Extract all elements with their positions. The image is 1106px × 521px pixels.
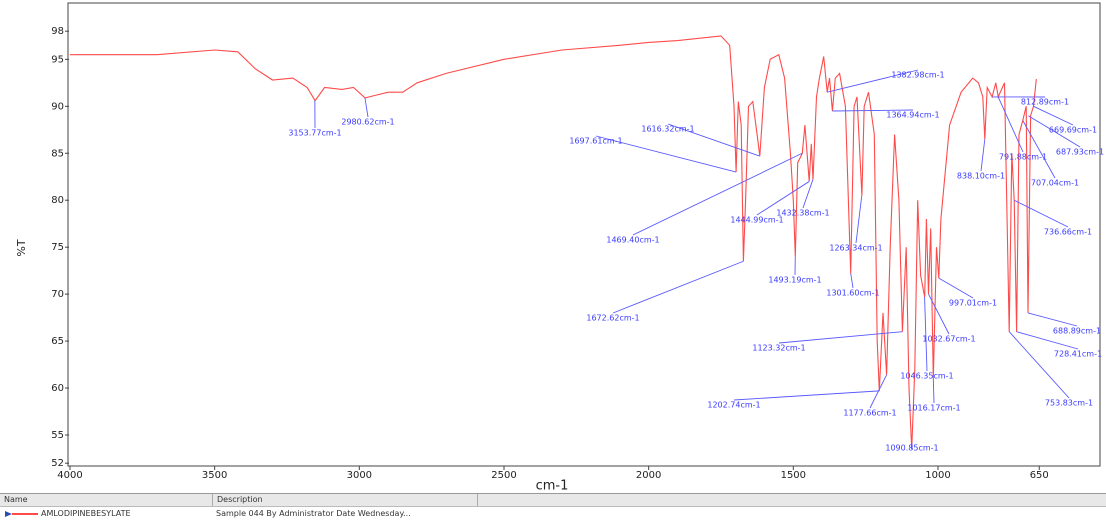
annotation-leader bbox=[980, 139, 986, 172]
y-tick-label: 90 bbox=[51, 101, 64, 112]
y-tick-label: 85 bbox=[51, 148, 64, 159]
annotation-label: 1123.32cm-1 bbox=[752, 344, 805, 353]
x-tick-label: 3500 bbox=[202, 470, 227, 481]
header-cell: Description bbox=[213, 494, 478, 506]
annotation-leader bbox=[733, 390, 880, 401]
x-axis-label: cm-1 bbox=[536, 479, 569, 494]
annotation-leader bbox=[778, 331, 903, 344]
x-tick-label: 1500 bbox=[781, 470, 806, 481]
annotation-leader bbox=[667, 123, 760, 157]
y-tick-label: 75 bbox=[51, 242, 64, 253]
x-tick-label: 4000 bbox=[57, 470, 82, 481]
annotation-label: 1263.34cm-1 bbox=[829, 244, 882, 253]
annotation-leader bbox=[855, 195, 863, 244]
x-tick-label: 2000 bbox=[636, 470, 661, 481]
annotation-leader bbox=[1022, 120, 1056, 179]
annotation-leader bbox=[850, 273, 854, 289]
annotation-label: 1616.32cm-1 bbox=[641, 125, 694, 134]
spectrum-line bbox=[70, 35, 1037, 450]
y-tick-label: 65 bbox=[51, 336, 64, 347]
plot-frame bbox=[67, 2, 1101, 467]
annotation-label: 1090.85cm-1 bbox=[885, 444, 938, 453]
annotation-label: 1032.67cm-1 bbox=[922, 335, 975, 344]
annotation-label: 1444.99cm-1 bbox=[730, 216, 783, 225]
y-tick-label: 98 bbox=[51, 26, 64, 37]
table-header: Name Description bbox=[0, 493, 1106, 507]
annotation-leader bbox=[928, 293, 950, 335]
annotation-label: 1202.74cm-1 bbox=[707, 401, 760, 410]
annotation-leader bbox=[756, 181, 810, 216]
annotation-label: 669.69cm-1 bbox=[1049, 126, 1097, 135]
annotation-leader bbox=[595, 135, 737, 173]
y-tick-label: 52 bbox=[51, 458, 64, 469]
x-tick-label: 2500 bbox=[491, 470, 516, 481]
annotation-label: 997.01cm-1 bbox=[949, 299, 997, 308]
legend-entry: AMLODIPINEBESYLATE bbox=[41, 509, 131, 518]
x-tick-label: 1000 bbox=[925, 470, 950, 481]
annotation-leader bbox=[802, 179, 814, 209]
annotation-label: 838.10cm-1 bbox=[957, 172, 1005, 181]
annotation-label: 753.83cm-1 bbox=[1045, 399, 1093, 408]
y-axis-label: %T bbox=[15, 239, 28, 256]
annotation-label: 1672.62cm-1 bbox=[586, 314, 639, 323]
annotation-leader bbox=[869, 374, 887, 409]
x-tick-label: 3000 bbox=[347, 470, 372, 481]
annotation-label: 2980.62cm-1 bbox=[341, 118, 394, 127]
annotation-leader bbox=[1016, 331, 1079, 350]
annotation-label: 3153.77cm-1 bbox=[288, 129, 341, 138]
annotation-leader bbox=[997, 96, 1024, 153]
annotation-label: 1177.66cm-1 bbox=[843, 409, 896, 418]
annotation-label: 1046.35cm-1 bbox=[900, 372, 953, 381]
y-tick-label: 95 bbox=[51, 54, 64, 65]
table-row[interactable]: AMLODIPINEBESYLATE Sample 044 By Adminis… bbox=[0, 507, 1106, 521]
y-tick-label: 55 bbox=[51, 430, 64, 441]
annotation-leader bbox=[1008, 331, 1070, 399]
annotation-leader bbox=[932, 378, 935, 404]
annotation-leader bbox=[832, 109, 914, 112]
x-tick-label: 650 bbox=[1030, 470, 1049, 481]
annotation-leader bbox=[1033, 105, 1074, 126]
name-cell: AMLODIPINEBESYLATE bbox=[0, 507, 212, 521]
annotation-label: 791.88cm-1 bbox=[999, 153, 1047, 162]
annotation-leader bbox=[1027, 312, 1078, 327]
annotation-label: 1364.94cm-1 bbox=[886, 111, 939, 120]
annotation-leader bbox=[1013, 199, 1069, 228]
annotation-label: 1697.61cm-1 bbox=[569, 137, 622, 146]
annotation-leader bbox=[632, 152, 803, 236]
sample-table: Name Description AMLODIPINEBESYLATE Samp… bbox=[0, 493, 1106, 521]
annotation-label: 1493.19cm-1 bbox=[768, 276, 821, 285]
legend-swatch bbox=[5, 511, 38, 517]
annotation-label: 728.41cm-1 bbox=[1054, 350, 1102, 359]
annotation-label: 707.04cm-1 bbox=[1031, 179, 1079, 188]
annotation-leader bbox=[612, 260, 744, 314]
annotation-label: 1016.17cm-1 bbox=[907, 404, 960, 413]
annotation-label: 687.93cm-1 bbox=[1056, 148, 1104, 157]
y-tick-label: 70 bbox=[51, 289, 64, 300]
annotation-leader bbox=[924, 296, 928, 372]
annotation-label: 736.66cm-1 bbox=[1044, 228, 1092, 237]
y-tick-label: 60 bbox=[51, 383, 64, 394]
chart: cm-1 %T 52 55 60 65 70 75 80 85 90 95 98 4000 3500 30… bbox=[15, 2, 1104, 494]
annotation-label: 1432.38cm-1 bbox=[776, 209, 829, 218]
y-tick-label: 80 bbox=[51, 195, 64, 206]
annotation-leader bbox=[1028, 115, 1081, 148]
annotation-leader bbox=[827, 69, 919, 93]
header-cell: Name bbox=[0, 494, 213, 506]
annotation-label: 1382.98cm-1 bbox=[891, 71, 944, 80]
annotation-leader bbox=[364, 97, 369, 118]
annotation-label: 1469.40cm-1 bbox=[606, 236, 659, 245]
annotation-label: 1301.60cm-1 bbox=[826, 289, 879, 298]
annotation-leader bbox=[938, 277, 974, 299]
annotation-label: 688.89cm-1 bbox=[1053, 327, 1101, 336]
annotation-label: 812.89cm-1 bbox=[1021, 98, 1069, 107]
description-cell: Sample 044 By Administrator Date Wednesd… bbox=[216, 509, 411, 518]
